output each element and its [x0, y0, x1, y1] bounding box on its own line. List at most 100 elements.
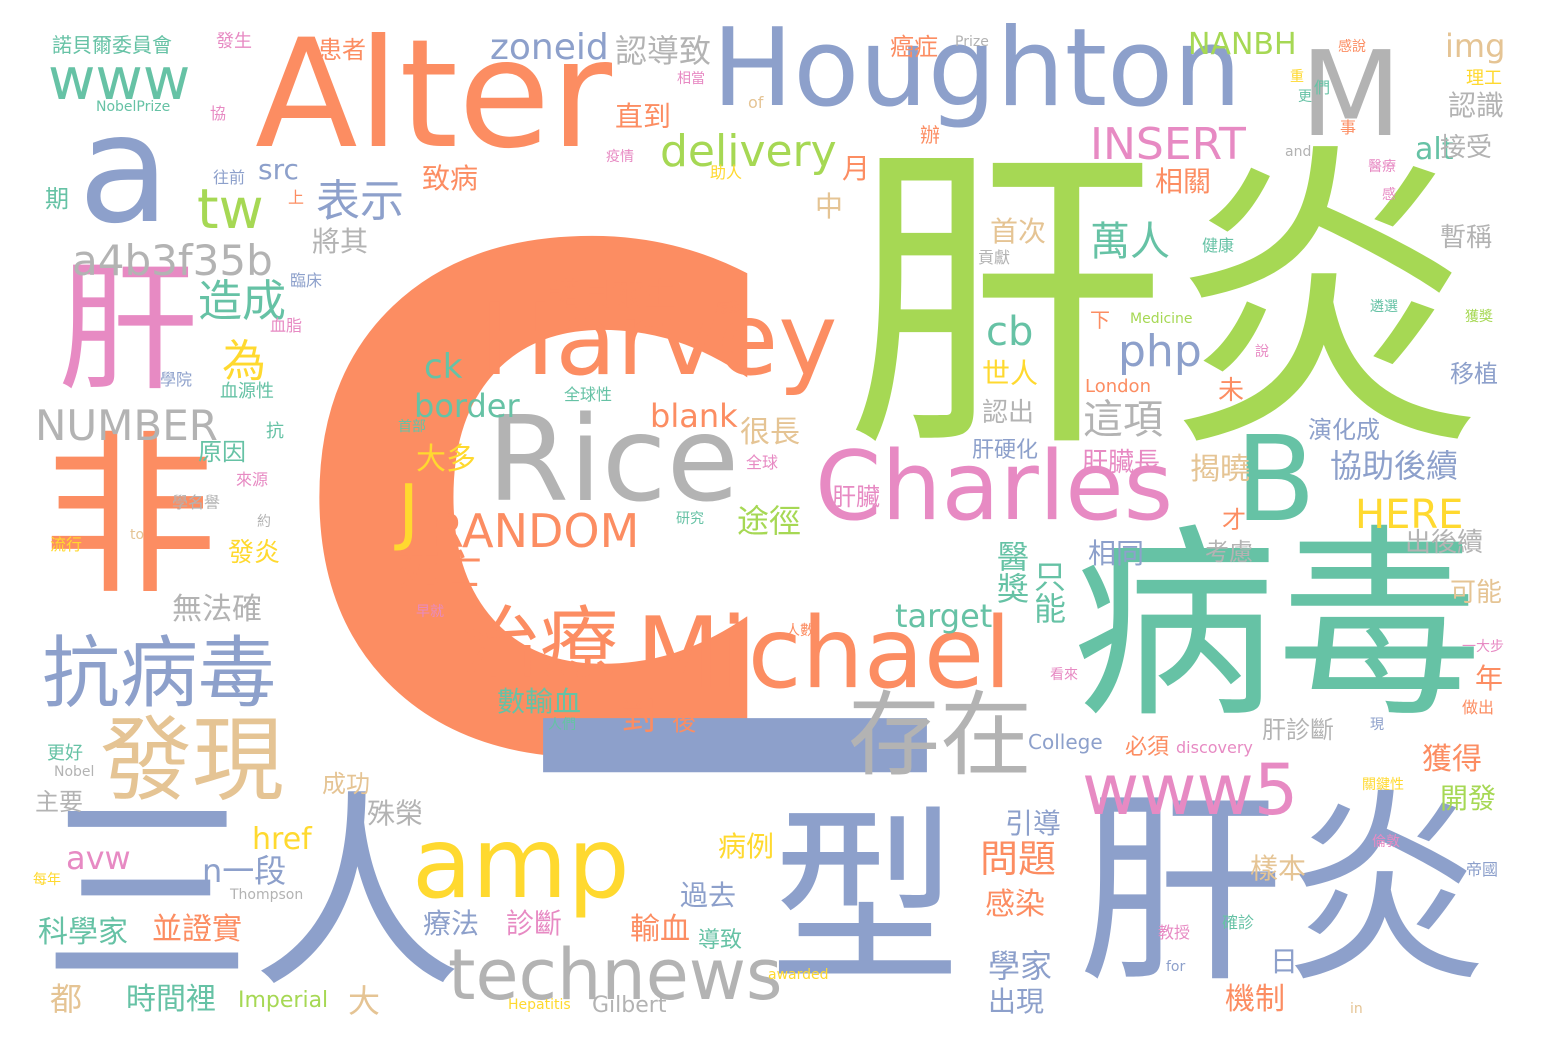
word-bingdu: 病毒: [1072, 508, 1482, 746]
word-nobel-committee: 諾貝爾委員會: [52, 33, 172, 57]
word-shuo: 說: [1255, 344, 1269, 360]
word-men: 們: [1314, 78, 1331, 97]
word-dash: —: [520, 465, 950, 965]
word-xing: 型: [770, 789, 961, 1010]
word-to: to: [130, 527, 145, 543]
word-yijiang: 醫獎: [992, 540, 1030, 604]
word-shi: 事: [1340, 118, 1357, 137]
word-b: B: [1235, 410, 1316, 548]
word-zuochu: 做出: [1462, 698, 1495, 717]
word-qi: 期: [45, 185, 69, 213]
word-quanqiuxing: 全球性: [564, 385, 613, 404]
word-yingdui: 應對: [715, 301, 743, 317]
word-wei: 為: [222, 336, 266, 387]
word-wanren: 萬人: [1090, 219, 1170, 265]
word-tw: tw: [197, 177, 264, 241]
word-xia: 下: [1090, 308, 1110, 332]
word-border: border: [414, 387, 520, 425]
word-a: a: [78, 83, 170, 257]
word-amp: amp: [412, 807, 630, 921]
word-cai: 才: [1222, 506, 1246, 534]
word-zaocheng: 造成: [198, 276, 286, 327]
word-guanjianxing: 關鍵性: [1362, 777, 1404, 793]
word-a4b3f35b: a4b3f35b: [72, 236, 273, 285]
word-ck: ck: [424, 347, 463, 387]
word-zhong: 中: [815, 190, 844, 223]
word-zhidao: 直到: [615, 100, 672, 133]
word-shurong: 殊榮: [367, 797, 424, 830]
word-ganyan-green: 肝炎: [845, 119, 1485, 491]
word-cb: cb: [986, 309, 1034, 355]
word-here: HERE: [1355, 492, 1464, 538]
word-xueyuan: 學院: [160, 370, 193, 389]
word-shushuxue: 數輸血: [497, 685, 582, 718]
word-m: M: [1300, 25, 1402, 163]
word-london: London: [1085, 376, 1151, 397]
word-yixuan: 遴選: [1370, 299, 1398, 315]
word-nobelprize: NobelPrize: [96, 99, 171, 115]
word-www5: www5: [1082, 749, 1299, 831]
word-wufaque: 無法確: [172, 592, 262, 627]
word-ganyan-blue: 肝炎: [1078, 773, 1488, 1011]
word-number: NUMBER: [35, 401, 218, 450]
word-biaoshi: 表示: [316, 176, 404, 227]
word-for: for: [1166, 959, 1186, 975]
word-yizhi: 移植: [1450, 360, 1498, 388]
word-xie: 協: [210, 104, 227, 123]
word-ganyinghua: 肝硬化: [972, 438, 1039, 463]
word-rice: Rice: [487, 390, 740, 528]
word-c: C: [285, 108, 792, 911]
word-alt: alt: [1415, 132, 1454, 167]
word-siwang: 死亡: [398, 546, 483, 595]
word-jiankang: 健康: [1202, 236, 1235, 255]
word-and: and: [1285, 144, 1312, 160]
word-ligong: 理工: [1466, 68, 1502, 89]
word-dou: 都: [50, 980, 83, 1018]
word-yidabu: 一大步: [1462, 639, 1504, 655]
word-nian: 年: [1475, 662, 1504, 695]
word-www: www: [48, 45, 191, 113]
word-zoneid: zoneid: [490, 27, 609, 68]
word-daozhi: 導致: [698, 928, 743, 953]
word-geng: 更: [1298, 89, 1312, 105]
word-target: target: [895, 597, 993, 635]
word-liuxing: 流行: [50, 535, 83, 554]
word-href: href: [252, 822, 312, 857]
word-kaifa: 開發: [1440, 782, 1497, 815]
word-ganzang: 肝臟: [832, 483, 880, 511]
word-xiangdang: 相當: [677, 71, 705, 87]
word-blank: blank: [650, 397, 738, 435]
word-renshu: 人數: [786, 623, 814, 639]
word-ban: 辦: [920, 123, 940, 147]
word-charles: Charles: [815, 432, 1174, 542]
word-yue: 月: [842, 152, 871, 185]
word-fei: 非: [42, 416, 217, 619]
word-chuxian: 出現: [988, 985, 1045, 1018]
word-faxian: 發現: [100, 707, 285, 814]
word-zancheng: 暫稱: [1440, 223, 1493, 253]
word-gengao: 更好: [47, 743, 83, 764]
word-avw: avw: [66, 839, 131, 877]
word-ganran: 感染: [985, 887, 1045, 922]
word-renzhidao: 認導致: [615, 32, 712, 70]
word-medicine: Medicine: [1130, 311, 1193, 327]
word-php: php: [1118, 326, 1202, 377]
word-ganshuo: 感說: [1338, 39, 1366, 55]
word-bingzhengshi: 並證實: [152, 912, 242, 947]
word-renshi: 認識: [1448, 89, 1505, 122]
word-fayan: 發炎: [228, 538, 281, 568]
word-zhibing: 致病: [422, 162, 479, 195]
word-michael: Michael: [636, 597, 1012, 711]
word-yiqing: 疫情: [606, 149, 634, 165]
word-shou: 首部: [398, 419, 426, 435]
word-yindao: 引導: [1005, 807, 1062, 840]
word-xuemingyi: 學名譽: [172, 493, 221, 512]
word-jizhi: 機制: [1225, 982, 1285, 1017]
word-quanqiu: 全球: [746, 453, 779, 472]
word-kangbingdu: 抗病毒: [42, 629, 277, 719]
word-shiren: 世人: [982, 357, 1039, 390]
word-ganzhenduan: 肝診斷: [1262, 716, 1334, 744]
word-of: of: [748, 93, 764, 112]
word-daduo: 大多: [416, 442, 476, 477]
word-xuezhi: 血脂: [270, 316, 303, 335]
